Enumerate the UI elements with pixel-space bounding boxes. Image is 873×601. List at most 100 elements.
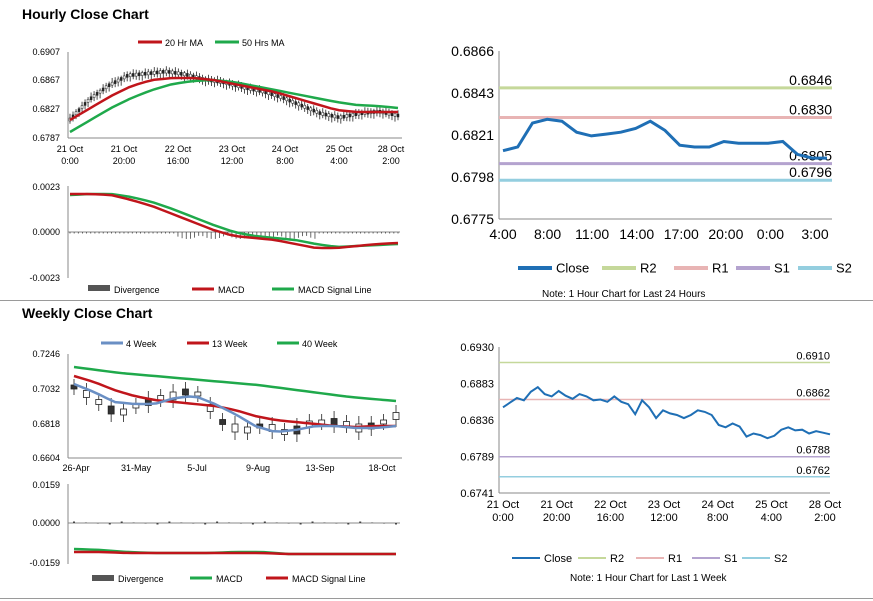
level-s2-label: 0.6762 xyxy=(796,465,830,477)
candle-body xyxy=(137,72,141,77)
y-tick-label: 0.6604 xyxy=(32,453,60,463)
x-tick-label: 4:00 xyxy=(330,156,348,166)
candle-body xyxy=(318,111,322,115)
legend-close: Close xyxy=(544,553,572,565)
y-tick-label: 0.0000 xyxy=(32,518,60,528)
legend-r1: R1 xyxy=(712,261,729,276)
x-tick-label: 2:00 xyxy=(382,156,400,166)
y-tick-label: 0.0000 xyxy=(32,227,60,237)
y-tick-labels: 0.0159 0.0000 -0.0159 xyxy=(29,480,60,568)
legend-macd: MACD xyxy=(218,285,245,295)
y-tick-label: 0.6798 xyxy=(451,169,494,185)
weekly-section-title: Weekly Close Chart xyxy=(22,305,153,321)
x-tick-label: 25 Oct xyxy=(755,499,787,511)
candle-body xyxy=(285,97,288,102)
candle-body xyxy=(380,419,388,425)
macd-line xyxy=(70,192,399,250)
candle-body xyxy=(165,69,168,74)
hourly-macd-legend: Divergence MACD MACD Signal Line xyxy=(88,285,372,295)
candle-body xyxy=(162,70,165,74)
candle-body xyxy=(327,113,331,117)
y-tick-label: 0.6818 xyxy=(32,419,60,429)
hourly-section-title: Hourly Close Chart xyxy=(22,6,149,22)
candle-body xyxy=(134,72,138,77)
candle-body xyxy=(267,91,270,96)
x-tick-label: 23 Oct xyxy=(219,144,246,154)
x-tick-label: 21 Oct xyxy=(540,499,572,511)
y-tick-label: 0.6930 xyxy=(460,342,494,354)
x-tick-label: 0:00 xyxy=(757,226,784,242)
x-tick-label: 28 Oct xyxy=(809,499,841,511)
candle-body xyxy=(143,71,147,76)
x-tick-label: 20:00 xyxy=(543,512,571,524)
legend-close: Close xyxy=(556,261,589,276)
section-divider xyxy=(0,300,873,301)
x-tick-label: 8:00 xyxy=(707,512,728,524)
legend-s2: S2 xyxy=(836,261,852,276)
candle-body xyxy=(107,83,111,87)
y-tick-label: 0.6827 xyxy=(32,104,60,114)
x-tick-label: 25 Oct xyxy=(326,144,353,154)
legend-s1: S1 xyxy=(724,553,737,565)
x-tick-label: 12:00 xyxy=(221,156,244,166)
y-tick-label: 0.6789 xyxy=(460,451,494,463)
level-s1-label: 0.6805 xyxy=(789,148,832,164)
x-tick-labels: 21 Oct 0:00 21 Oct 20:00 22 Oct 16:00 23 Oc… xyxy=(57,144,405,166)
candle-body xyxy=(131,73,135,77)
chart-note-24h: Note: 1 Hour Chart for Last 24 Hours xyxy=(542,289,706,300)
x-tick-label: 2:00 xyxy=(814,512,835,524)
ma-20-line xyxy=(69,76,398,122)
candle-body xyxy=(104,85,108,90)
candle-body xyxy=(169,391,177,401)
candle-body xyxy=(98,89,102,94)
divergence-bars xyxy=(73,521,397,525)
candle-body xyxy=(182,388,189,396)
candle-body xyxy=(153,71,156,75)
candle-body xyxy=(183,72,186,77)
y-tick-label: 0.0159 xyxy=(32,480,60,490)
y-tick-label: 0.6741 xyxy=(460,488,494,500)
candle-body xyxy=(279,95,282,99)
candle-body xyxy=(194,391,202,397)
candle-body xyxy=(273,93,276,97)
candle-body xyxy=(95,399,103,405)
legend-macd: MACD xyxy=(216,574,243,584)
legend-divergence: Divergence xyxy=(118,574,164,584)
candle-body xyxy=(77,108,81,112)
candle-body xyxy=(303,105,306,109)
x-tick-label: 17:00 xyxy=(664,226,699,242)
x-tick-label: 20:00 xyxy=(113,156,136,166)
close-series-line xyxy=(502,117,827,160)
level-s1-label: 0.6788 xyxy=(796,445,830,457)
level-r1-label: 0.6862 xyxy=(796,388,830,400)
legend-macd-signal: MACD Signal Line xyxy=(292,574,366,584)
candle-body xyxy=(74,111,78,116)
candle-body xyxy=(345,114,349,118)
candle-body xyxy=(189,73,192,78)
hourly-price-legend: 20 Hr MA 50 Hrs MA xyxy=(138,38,285,48)
y-tick-label: -0.0023 xyxy=(29,273,60,283)
candle-body xyxy=(306,106,309,110)
candle-body xyxy=(339,115,343,120)
candle-body xyxy=(116,78,120,83)
x-tick-label: 4:00 xyxy=(761,512,782,524)
y-tick-label: 0.6907 xyxy=(32,47,60,57)
candle-body xyxy=(171,70,174,75)
candle-body xyxy=(315,110,319,114)
candle-body xyxy=(156,70,159,75)
x-tick-label: 28 Oct xyxy=(378,144,405,154)
y-tick-label: 0.0023 xyxy=(32,182,60,192)
candle-body xyxy=(324,112,328,117)
legend-4-week: 4 Week xyxy=(126,339,157,349)
candle-body xyxy=(146,71,150,76)
candle-body xyxy=(297,102,300,107)
weekly-price-legend: 4 Week 13 Week 40 Week xyxy=(101,339,338,349)
ma-4-week-line xyxy=(73,382,397,433)
candle-body xyxy=(300,103,303,108)
level-r1-label: 0.6830 xyxy=(789,101,832,117)
legend-50hrs-ma: 50 Hrs MA xyxy=(242,38,285,48)
candle-body xyxy=(396,113,400,118)
x-tick-label: 21 Oct xyxy=(57,144,84,154)
